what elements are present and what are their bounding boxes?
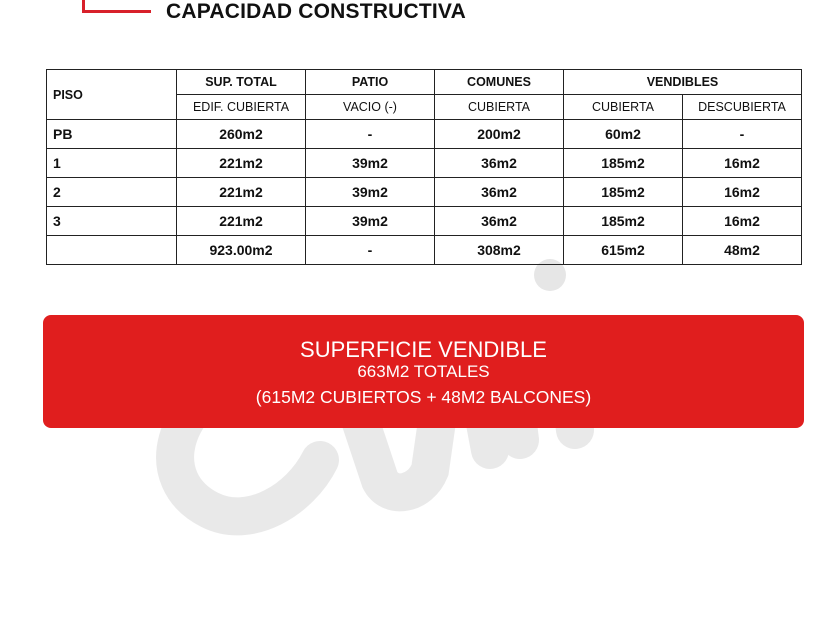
subheader-cell: DESCUBIERTA [682, 94, 802, 120]
total-cell: 48m2 [682, 235, 802, 265]
table-cell: - [305, 119, 435, 149]
header-vendibles: VENDIBLES [563, 69, 802, 95]
page-title: CAPACIDAD CONSTRUCTIVA [166, 0, 466, 23]
table-cell: 185m2 [563, 177, 683, 207]
subheader-cell: EDIF. CUBIERTA [176, 94, 306, 120]
total-cell: 308m2 [434, 235, 564, 265]
piso-cell: 3 [46, 206, 177, 236]
table-row: 3 221m2 39m2 36m2 185m2 16m2 [46, 206, 802, 236]
table-cell: 221m2 [176, 206, 306, 236]
header-sup-total: SUP. TOTAL [176, 69, 306, 95]
banner-heading: SUPERFICIE VENDIBLE [300, 337, 547, 362]
header-comunes: COMUNES [434, 69, 564, 95]
table-cell: 200m2 [434, 119, 564, 149]
table-cell: 60m2 [563, 119, 683, 149]
table-header-row: PISO SUP. TOTAL PATIO COMUNES VENDIBLES [46, 69, 802, 120]
table-cell: 16m2 [682, 206, 802, 236]
banner-detail: (615M2 CUBIERTOS + 48M2 BALCONES) [255, 387, 592, 407]
total-cell: 923.00m2 [176, 235, 306, 265]
banner-total: 663M2 TOTALES [357, 362, 490, 381]
capacidad-table: PISO SUP. TOTAL PATIO COMUNES VENDIBLES … [46, 69, 802, 265]
table-cell: 39m2 [305, 148, 435, 178]
subheader-cell: CUBIERTA [563, 94, 683, 120]
subheader-cell: VACIO (-) [305, 94, 435, 120]
table-cell: 221m2 [176, 148, 306, 178]
piso-cell: 1 [46, 148, 177, 178]
table-cell: 36m2 [434, 148, 564, 178]
table-cell: 185m2 [563, 148, 683, 178]
header-piso: PISO [46, 69, 177, 120]
table-row: PB 260m2 - 200m2 60m2 - [46, 119, 802, 149]
piso-cell: 2 [46, 177, 177, 207]
total-cell: - [305, 235, 435, 265]
table-row: 1 221m2 39m2 36m2 185m2 16m2 [46, 148, 802, 178]
table-cell: 39m2 [305, 177, 435, 207]
header-patio: PATIO [305, 69, 435, 95]
table-cell: 36m2 [434, 177, 564, 207]
table-total-row: 923.00m2 - 308m2 615m2 48m2 [46, 235, 802, 265]
table-cell: 260m2 [176, 119, 306, 149]
table-cell: 185m2 [563, 206, 683, 236]
piso-cell [46, 235, 177, 265]
table-cell: 221m2 [176, 177, 306, 207]
subheader-cell: CUBIERTA [434, 94, 564, 120]
table-row: 2 221m2 39m2 36m2 185m2 16m2 [46, 177, 802, 207]
table-cell: 39m2 [305, 206, 435, 236]
total-cell: 615m2 [563, 235, 683, 265]
superficie-vendible-banner: SUPERFICIE VENDIBLE 663M2 TOTALES (615M2… [43, 315, 804, 428]
table-subheader-row: EDIF. CUBIERTA VACIO (-) CUBIERTA CUBIER… [47, 94, 802, 120]
logo-frame-mark [82, 0, 151, 13]
table-cell: - [682, 119, 802, 149]
table-cell: 16m2 [682, 177, 802, 207]
table-cell: 36m2 [434, 206, 564, 236]
piso-cell: PB [46, 119, 177, 149]
table-cell: 16m2 [682, 148, 802, 178]
